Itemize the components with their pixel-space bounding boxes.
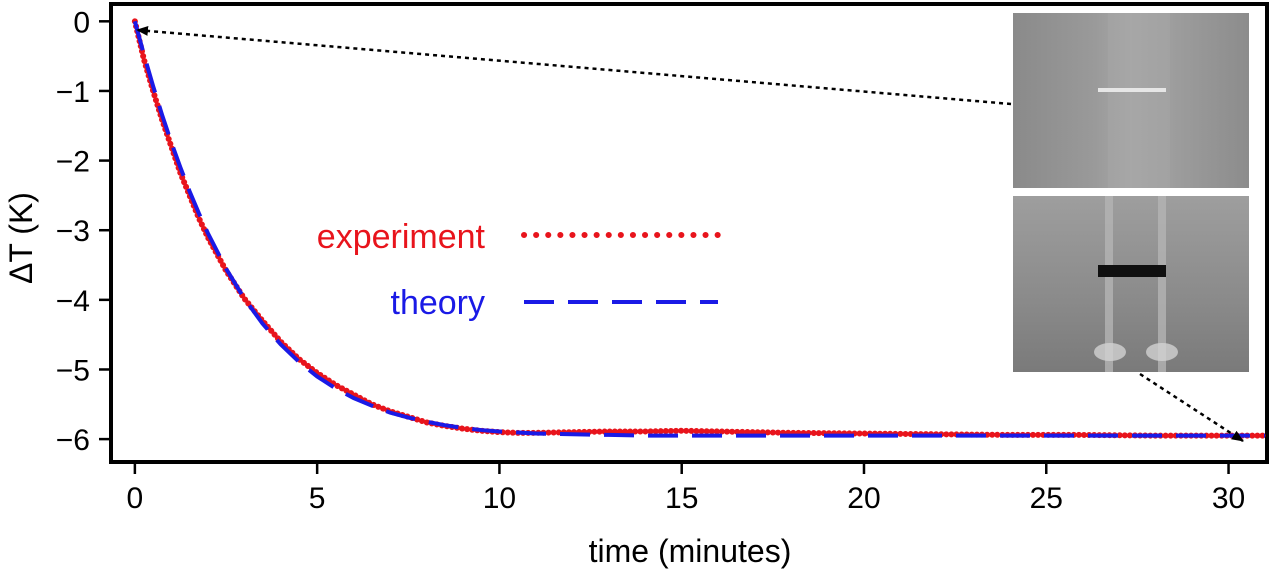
y-tick-label: −1 xyxy=(56,76,90,109)
y-axis-title: ΔT (K) xyxy=(3,192,39,284)
x-tick-label: 20 xyxy=(847,482,880,515)
x-tick-label: 5 xyxy=(309,482,326,515)
plot-frame xyxy=(109,2,1269,464)
annotation-arrow-top xyxy=(136,25,1012,106)
legend-label-experiment: experiment xyxy=(317,218,486,256)
y-tick-label: −2 xyxy=(56,146,90,179)
x-tick-label: 25 xyxy=(1030,482,1063,515)
x-tick-label: 15 xyxy=(665,482,698,515)
x-tick-label: 10 xyxy=(483,482,516,515)
annotation-arrow-bottom xyxy=(1139,372,1244,443)
bottom-inset-image xyxy=(1013,196,1249,372)
y-tick-label: −4 xyxy=(56,285,90,318)
x-axis-title: time (minutes) xyxy=(589,533,792,569)
series-layer xyxy=(131,18,1268,439)
legend-label-theory: theory xyxy=(391,284,486,322)
y-axis-ticks: 0 −1 −2 −3 −4 −5 −6 xyxy=(56,6,111,457)
x-tick-label: 30 xyxy=(1212,482,1245,515)
legend: experiment theory xyxy=(317,218,721,322)
top-inset-image xyxy=(1013,13,1249,188)
series-line-theory xyxy=(132,20,1265,438)
x-axis-ticks: 0 5 10 15 20 25 30 xyxy=(127,462,1245,515)
x-tick-label: 0 xyxy=(127,482,144,515)
y-tick-label: 0 xyxy=(73,6,90,39)
y-tick-label: −5 xyxy=(56,354,90,387)
y-tick-label: −3 xyxy=(56,215,90,248)
y-tick-label: −6 xyxy=(56,424,90,457)
